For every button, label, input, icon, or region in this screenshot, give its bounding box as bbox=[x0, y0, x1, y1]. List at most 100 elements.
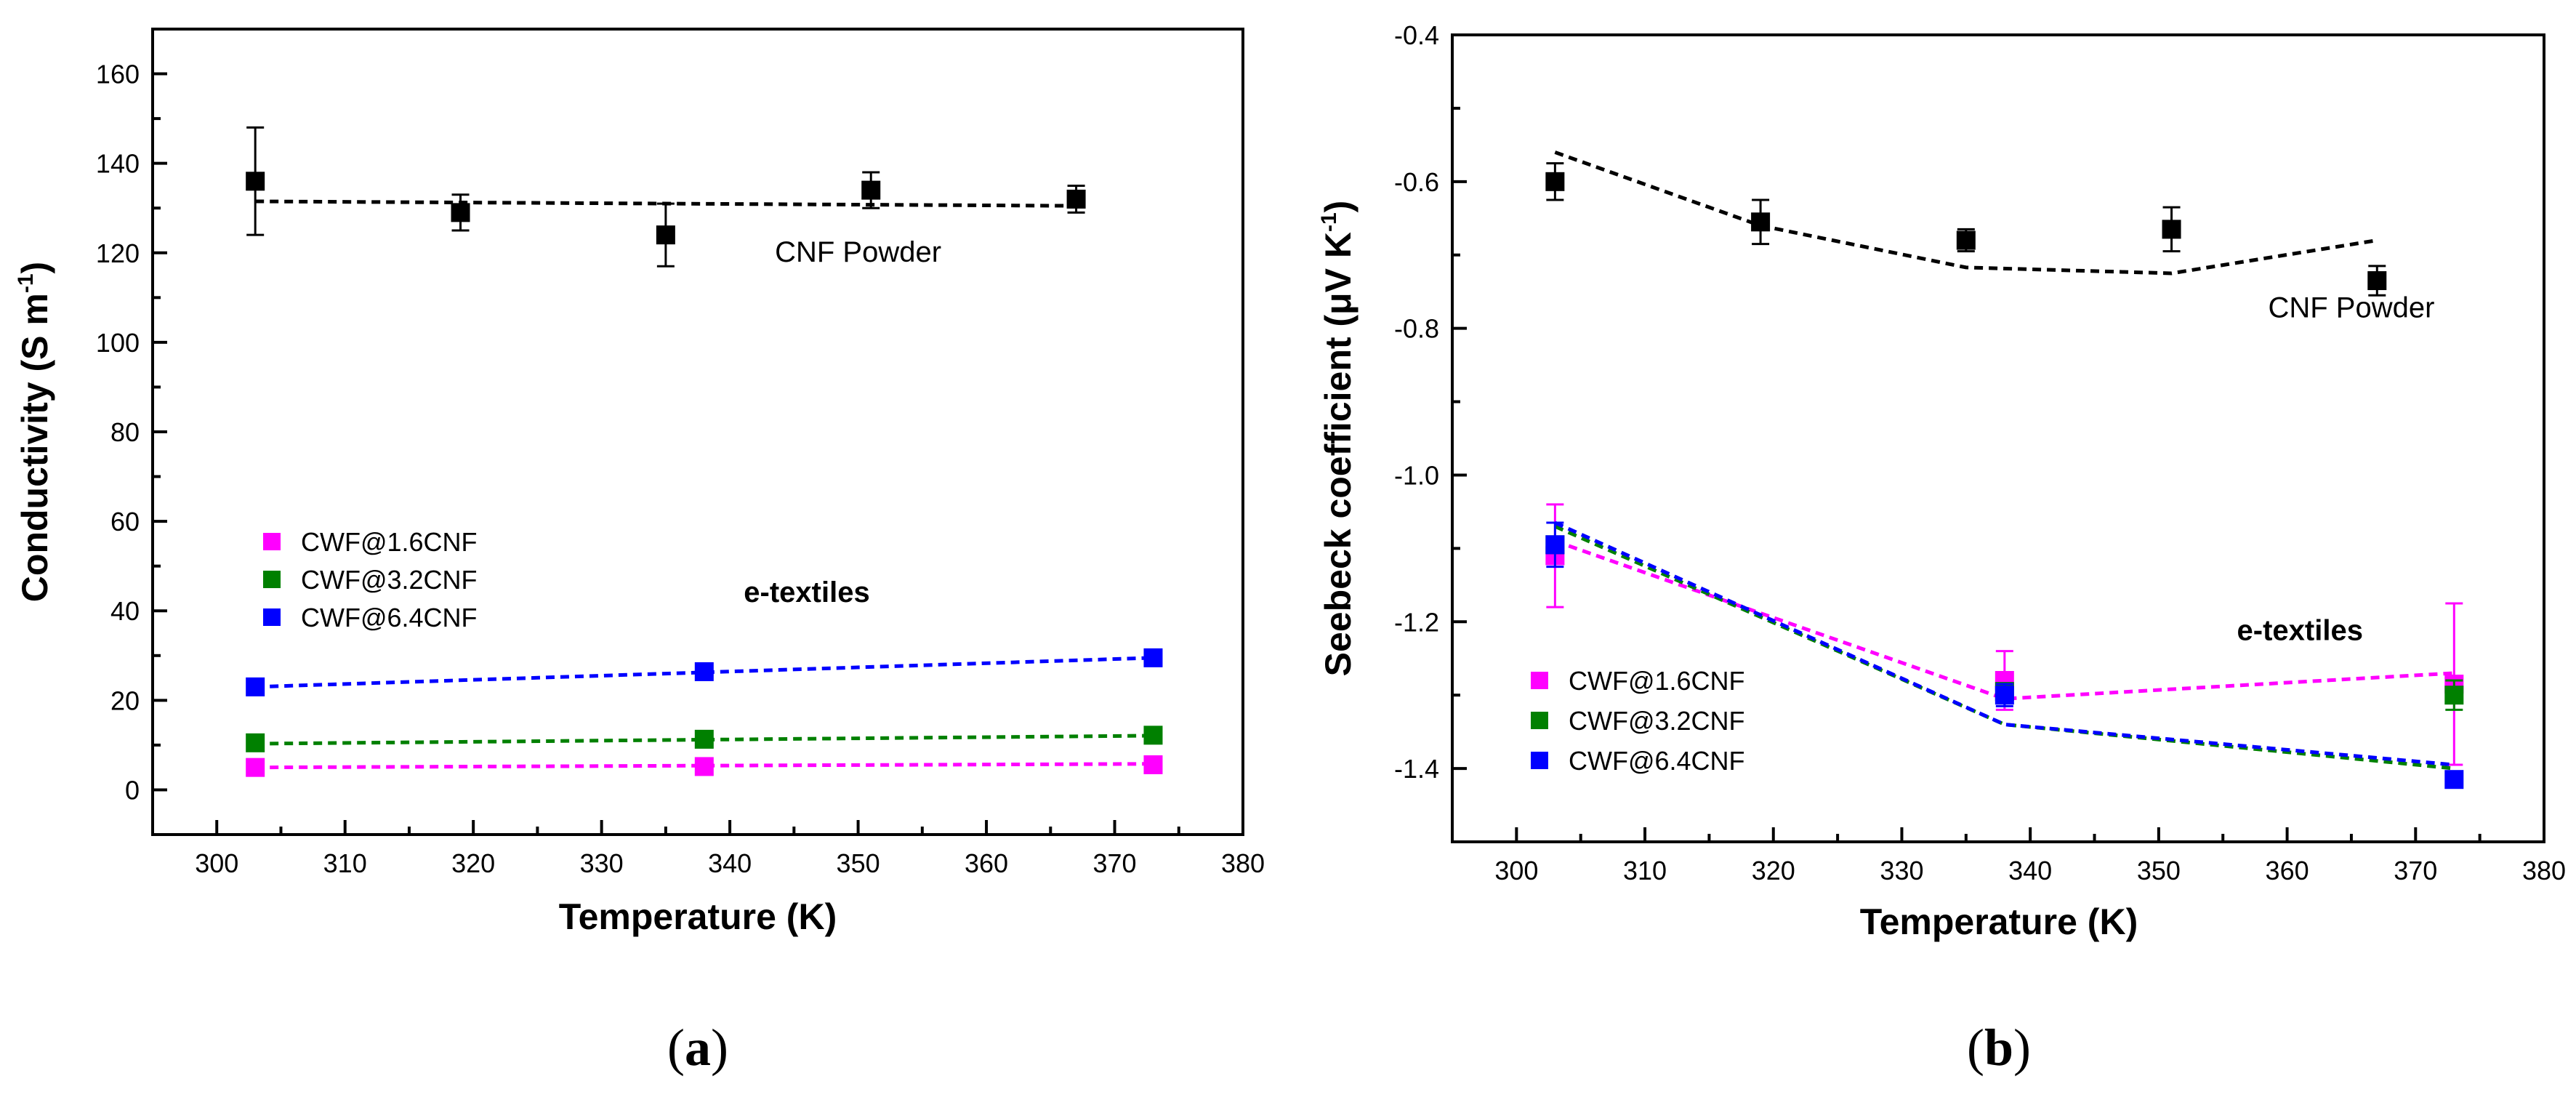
data-point bbox=[1545, 172, 1565, 191]
y-axis-label-close: ) bbox=[1318, 201, 1359, 213]
panel-label-close: ) bbox=[711, 1018, 728, 1077]
x-tick-label: 360 bbox=[2266, 856, 2309, 885]
annotation-e-textiles: e-textiles bbox=[744, 576, 869, 608]
panel-label: (a) bbox=[667, 1018, 728, 1077]
fit-line bbox=[255, 762, 1154, 770]
fit-line bbox=[1554, 521, 2455, 767]
panel-label-letter: a bbox=[685, 1018, 711, 1077]
y-axis-label-main: Seebeck coefficient (μV K bbox=[1318, 232, 1359, 676]
legend-item: CWF@1.6CNF bbox=[1569, 666, 1745, 696]
annotation-e-textiles: e-textiles bbox=[2237, 615, 2363, 647]
x-tick-label: 300 bbox=[1494, 856, 1538, 885]
data-point bbox=[2444, 686, 2464, 705]
x-tick-label: 340 bbox=[2008, 856, 2052, 885]
panel-b-chart: 300 310 320 330 340 350 360 370 380 -1.4 -1.2 -1.0 -… bbox=[1317, 20, 2566, 1077]
y-tick-label: 80 bbox=[110, 417, 140, 447]
data-point bbox=[246, 758, 265, 777]
legend-marker bbox=[1531, 672, 1548, 689]
data-point bbox=[656, 225, 675, 245]
data-point bbox=[1066, 189, 1086, 209]
y-tick-label: 140 bbox=[96, 149, 140, 179]
data-point bbox=[694, 662, 714, 681]
x-tick-label: 350 bbox=[837, 848, 880, 878]
data-point bbox=[1143, 755, 1163, 774]
y-tick-label: -1.0 bbox=[1394, 460, 1439, 490]
panel-label-letter: b bbox=[1984, 1018, 2013, 1077]
data-point bbox=[2444, 770, 2464, 789]
data-point bbox=[246, 733, 265, 752]
data-point bbox=[2162, 220, 2181, 239]
y-axis-label-sup: -1 bbox=[1317, 212, 1341, 232]
legend: CWF@1.6CNF CWF@3.2CNF CWF@6.4CNF bbox=[1531, 666, 1745, 776]
y-tick-label: 120 bbox=[96, 238, 140, 268]
legend-marker bbox=[263, 608, 281, 626]
y-tick-label: -1.4 bbox=[1394, 754, 1439, 784]
annotation-cnf-powder: CNF Powder bbox=[2268, 292, 2434, 324]
legend-marker bbox=[1531, 712, 1548, 729]
y-axis-label: Conductivity (S m-1) bbox=[14, 262, 55, 602]
data-point bbox=[1995, 686, 2014, 705]
x-tick-label: 370 bbox=[2394, 856, 2437, 885]
data-point bbox=[694, 729, 714, 749]
data-point bbox=[1143, 648, 1163, 667]
panel-label-open: ( bbox=[1967, 1018, 1984, 1077]
data-point bbox=[246, 677, 265, 696]
x-tick-label: 300 bbox=[195, 848, 238, 878]
y-axis-label-close: ) bbox=[15, 262, 55, 274]
x-tick-label: 370 bbox=[1092, 848, 1136, 878]
data-point bbox=[451, 203, 470, 222]
fit-line bbox=[255, 734, 1154, 746]
legend-item: CWF@6.4CNF bbox=[1569, 746, 1745, 776]
legend: CWF@1.6CNF CWF@3.2CNF CWF@6.4CNF bbox=[263, 527, 478, 632]
y-tick-label: 40 bbox=[110, 596, 140, 626]
x-tick-label: 380 bbox=[2522, 856, 2566, 885]
panel-label-close: ) bbox=[2013, 1018, 2031, 1077]
legend-marker bbox=[263, 571, 281, 588]
data-point bbox=[1751, 212, 1771, 232]
x-tick-label: 350 bbox=[2137, 856, 2181, 885]
data-point bbox=[1143, 726, 1163, 745]
plot-frame bbox=[1451, 33, 2545, 843]
y-axis-label: Seebeck coefficient (μV K-1) bbox=[1317, 201, 1359, 677]
x-tick-label: 380 bbox=[1221, 848, 1265, 878]
panel-a-chart: 300 310 320 330 340 350 360 370 380 0 20 40 60 80 100 1… bbox=[14, 28, 1265, 1077]
data-point bbox=[694, 757, 714, 776]
y-tick-label: -0.6 bbox=[1394, 167, 1439, 197]
data-point bbox=[246, 172, 265, 191]
legend-item: CWF@3.2CNF bbox=[1569, 706, 1745, 736]
legend-marker bbox=[1531, 752, 1548, 769]
legend-item: CWF@6.4CNF bbox=[301, 603, 478, 632]
series-cwf-6-4cnf bbox=[1545, 521, 2464, 789]
x-tick-label: 330 bbox=[580, 848, 624, 878]
panel-label-open: ( bbox=[667, 1018, 685, 1077]
x-tick-label: 340 bbox=[708, 848, 752, 878]
y-tick-label: -0.8 bbox=[1394, 314, 1439, 344]
fit-line bbox=[255, 656, 1154, 689]
data-point bbox=[1545, 535, 1565, 555]
series-cwf-1-6cnf bbox=[246, 755, 1163, 777]
series-cwf-3-2cnf bbox=[246, 726, 1163, 752]
x-tick-label: 310 bbox=[323, 848, 367, 878]
plot-frame bbox=[151, 28, 1244, 836]
panel-label: (b) bbox=[1967, 1018, 2031, 1077]
x-tick-label: 320 bbox=[1752, 856, 1795, 885]
series-cnf-powder bbox=[1545, 150, 2387, 297]
legend-item: CWF@1.6CNF bbox=[301, 527, 478, 557]
y-axis-label-sup: -1 bbox=[14, 273, 38, 293]
y-tick-label: 160 bbox=[96, 60, 140, 89]
y-axis-label-main: Conductivity (S m bbox=[15, 293, 55, 602]
data-point bbox=[1956, 230, 1976, 250]
data-point bbox=[2367, 271, 2387, 291]
legend-item: CWF@3.2CNF bbox=[301, 565, 478, 595]
annotation-cnf-powder: CNF Powder bbox=[775, 236, 941, 268]
fit-line bbox=[1554, 150, 2378, 276]
y-tick-label: 20 bbox=[110, 686, 140, 715]
legend-marker bbox=[263, 533, 281, 550]
series-cwf-6-4cnf bbox=[246, 648, 1163, 696]
x-tick-label: 320 bbox=[451, 848, 495, 878]
y-tick-label: 60 bbox=[110, 507, 140, 537]
x-axis-label: Temperature (K) bbox=[1860, 901, 2138, 942]
x-tick-label: 330 bbox=[1880, 856, 1923, 885]
data-point bbox=[861, 180, 881, 200]
